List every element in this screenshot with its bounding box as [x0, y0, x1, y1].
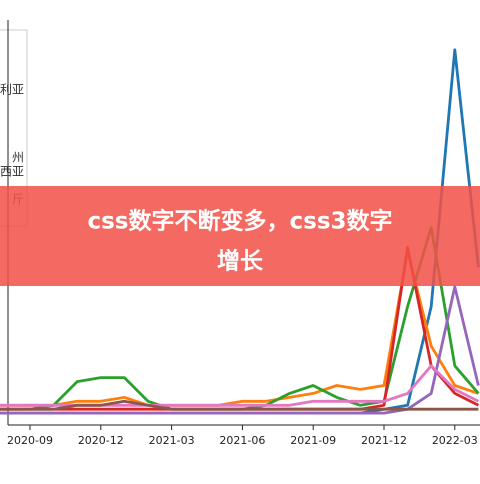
x-tick-label: 2021-12 — [361, 434, 407, 447]
x-tick-label: 2020-12 — [78, 434, 124, 447]
x-tick-label: 2021-06 — [219, 434, 265, 447]
x-tick-label: 2021-09 — [290, 434, 336, 447]
series-line — [0, 364, 480, 407]
x-tick-label: 2022-03 — [432, 434, 478, 447]
series-line — [0, 285, 480, 415]
legend-label: 西亚 — [0, 165, 24, 179]
lines — [0, 48, 480, 415]
x-tick-label: 2020-09 — [7, 434, 53, 447]
legend-label: 州 — [12, 151, 24, 165]
banner-line: css数字不断变多，css3数字 — [87, 208, 392, 235]
legend-label: 利亚 — [0, 83, 24, 97]
x-ticks: 2020-09 2020-12 2021-03 2021-06 2021-09 2021-… — [7, 425, 478, 447]
series-line — [0, 399, 479, 411]
banner-line: 增长 — [217, 248, 264, 275]
banner — [0, 186, 480, 286]
x-tick-label: 2021-03 — [149, 434, 195, 447]
